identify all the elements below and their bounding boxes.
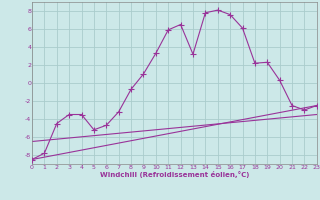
X-axis label: Windchill (Refroidissement éolien,°C): Windchill (Refroidissement éolien,°C) — [100, 171, 249, 178]
